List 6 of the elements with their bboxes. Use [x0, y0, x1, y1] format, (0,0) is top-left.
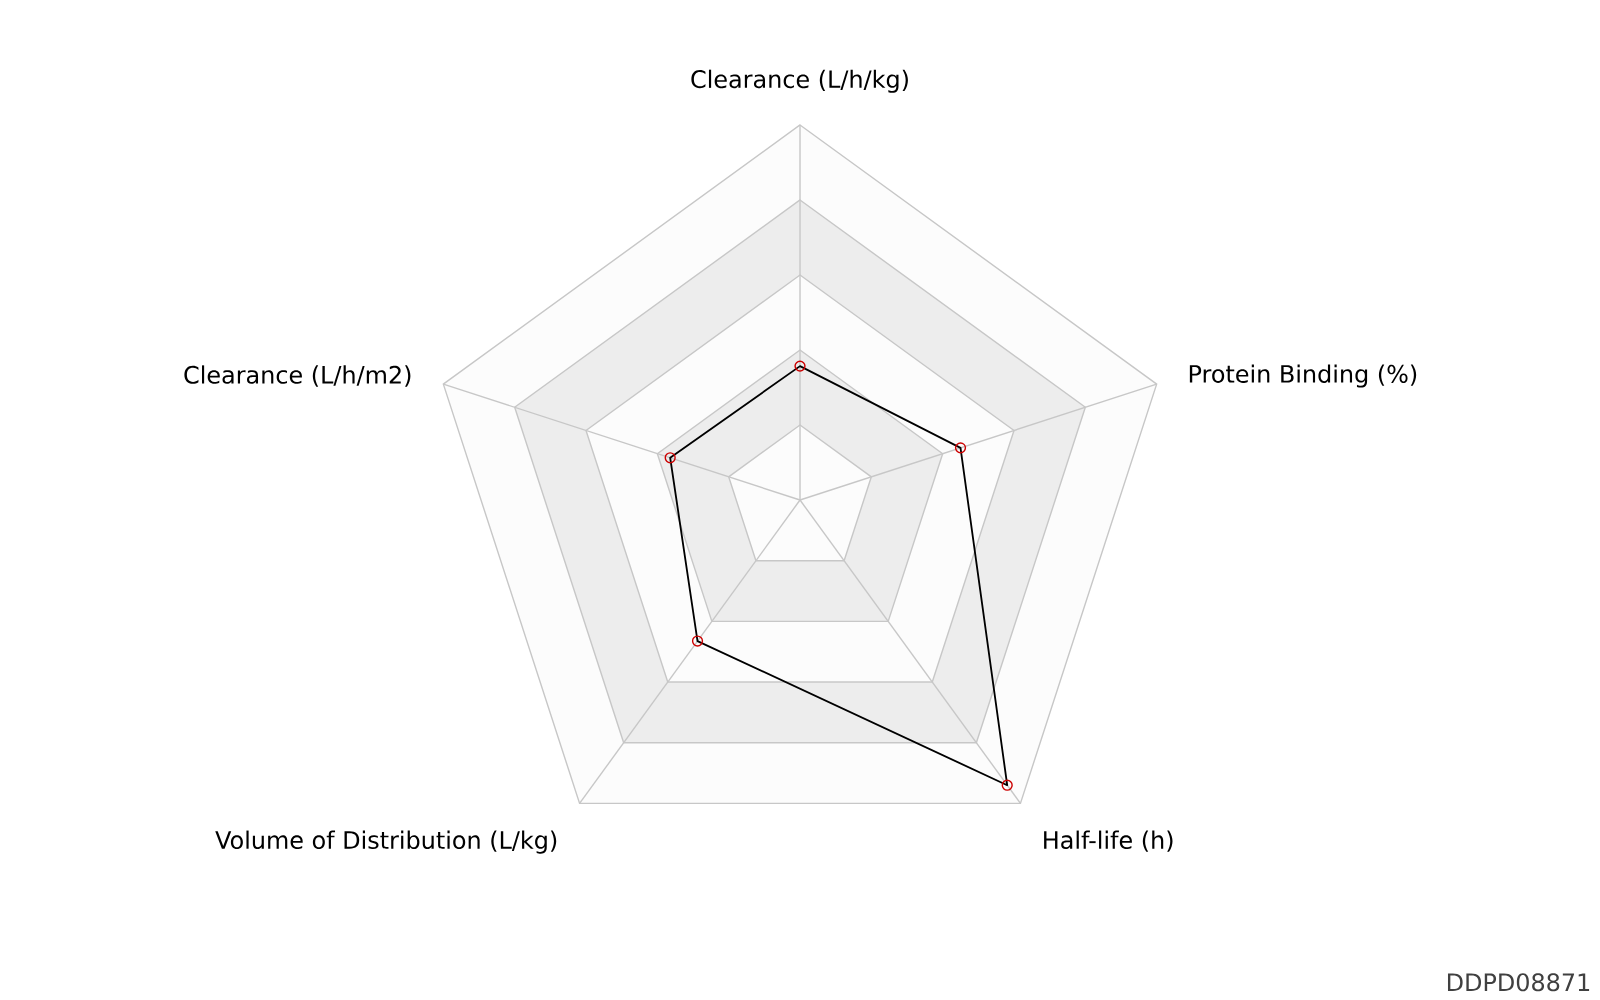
spoke-label: Protein Binding (%)	[1189, 364, 1417, 388]
spoke-label: Volume of Distribution (L/kg)	[215, 830, 557, 854]
spoke-label: Half-life (h)	[1044, 830, 1173, 852]
text: DDPD08871	[1447, 973, 1590, 992]
spoke-label: Clearance (L/h/m2)	[184, 365, 411, 387]
spoke-label: Clearance (L/h/kg)	[691, 69, 908, 93]
